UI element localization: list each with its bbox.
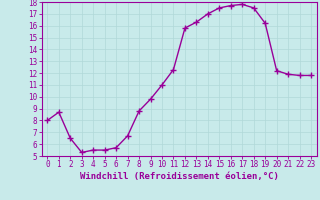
X-axis label: Windchill (Refroidissement éolien,°C): Windchill (Refroidissement éolien,°C)	[80, 172, 279, 181]
